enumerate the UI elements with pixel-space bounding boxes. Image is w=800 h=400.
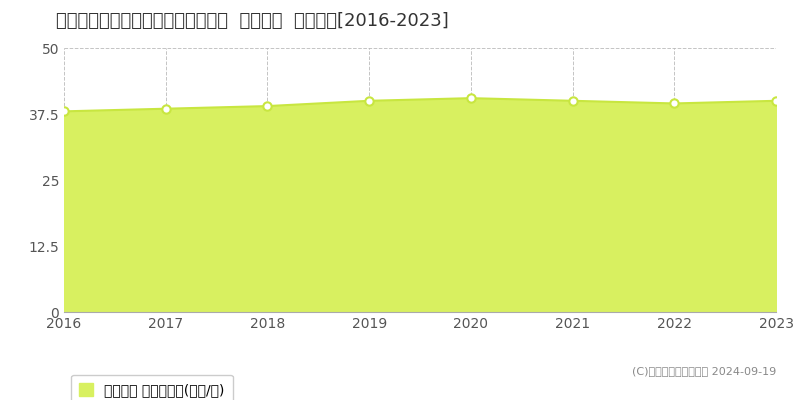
- Legend: 公示地価 平均坪単価(万円/坪): 公示地価 平均坪単価(万円/坪): [71, 375, 233, 400]
- Text: (C)土地価格ドットコム 2024-09-19: (C)土地価格ドットコム 2024-09-19: [632, 366, 776, 376]
- Text: 愛知県春日井市篠木町１丁目３４番  公示地価  地価推移[2016-2023]: 愛知県春日井市篠木町１丁目３４番 公示地価 地価推移[2016-2023]: [56, 12, 449, 30]
